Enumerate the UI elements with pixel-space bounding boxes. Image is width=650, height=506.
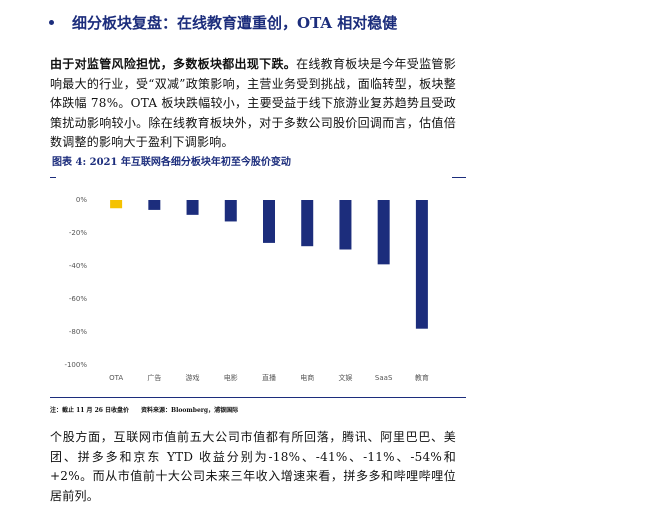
x-tick-label: 游戏 — [186, 373, 200, 382]
y-tick-label: -100% — [64, 361, 87, 369]
rule — [50, 397, 466, 398]
x-tick-label: 直播 — [262, 373, 276, 382]
bar — [301, 200, 314, 247]
paragraph: 个股方面，互联网市值前五大公司市值都有所回落，腾讯、阿里巴巴、美团、拼多多和京东… — [50, 430, 456, 503]
bar — [339, 200, 352, 250]
bar — [148, 200, 161, 210]
rule — [452, 177, 466, 178]
bar — [110, 200, 123, 209]
page: 细分板块复盘：在线教育遭重创，OTA 相对稳健 由于对监管风险担忧，多数板块都出… — [49, 14, 466, 503]
bar — [377, 200, 390, 265]
text: 在线教育板块是今年受监管影响最大的行业，受“双减”政策影响，主营业务受到挑战，面… — [50, 57, 456, 149]
x-tick-label: 电影 — [224, 373, 238, 382]
bar — [415, 200, 428, 329]
y-tick-label: -40% — [69, 262, 87, 270]
x-tick-label: OTA — [109, 374, 123, 382]
x-tick-label: 文娱 — [338, 373, 352, 382]
x-tick-label: SaaS — [375, 374, 393, 382]
heading: 细分板块复盘：在线教育遭重创，OTA 相对稳健 — [72, 14, 398, 32]
chart: 0% -20% -40% -60% -80% -100% OTA 广告 游戏 电影 直播 电商 文娱 Sa… — [64, 196, 429, 382]
source-note: 注：截止 11 月 26 日收盘价 资料来源：Bloomberg，浦银国际 — [50, 407, 239, 414]
y-tick-label: 0% — [76, 196, 87, 204]
y-tick-label: -20% — [69, 229, 87, 237]
x-tick-label: 电商 — [300, 373, 314, 382]
figure-title: 图表 4: 2021 年互联网各细分板块年初至今股价变动 — [52, 157, 291, 168]
rule — [50, 177, 56, 178]
paragraph: 由于对监管风险担忧，多数板块都出现下跌。在线教育板块是今年受监管影响最大的行业，… — [50, 55, 456, 153]
bar — [263, 200, 275, 243]
x-tick-label: 教育 — [415, 373, 429, 382]
lead: 由于对监管风险担忧，多数板块都出现下跌。 — [50, 57, 297, 71]
bullet — [49, 20, 54, 25]
y-tick-label: -80% — [69, 328, 87, 336]
bar — [186, 200, 199, 215]
y-tick-label: -60% — [69, 295, 87, 303]
bar — [224, 200, 237, 222]
x-tick-label: 广告 — [147, 373, 161, 382]
